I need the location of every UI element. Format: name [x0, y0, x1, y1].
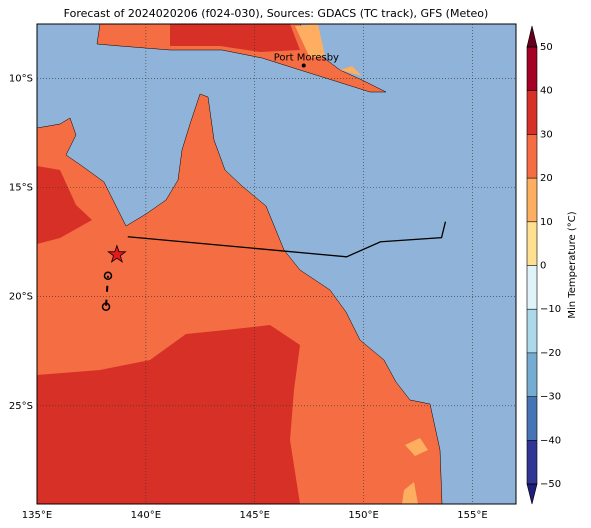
current-position [107, 244, 127, 263]
map-frame [36, 23, 517, 505]
colorbar-tick-label: 40 [540, 86, 553, 97]
land-warm [37, 325, 300, 504]
land-warm [37, 166, 92, 244]
x-tick-label: 155°E [457, 510, 487, 521]
x-tick-label: 145°E [240, 510, 270, 521]
colorbar-band [527, 178, 537, 223]
colorbar-tick-label: 30 [540, 129, 553, 140]
colorbar-band [527, 221, 537, 266]
past-position [103, 271, 113, 281]
x-tick-label: 150°E [348, 510, 378, 521]
y-tick-label: 10°S [9, 74, 33, 85]
colorbar-band [527, 90, 537, 135]
past-track [105, 275, 109, 307]
place-marker [301, 63, 306, 68]
colorbar-over [526, 25, 538, 48]
graticule [37, 24, 516, 504]
colorbar-band [527, 47, 537, 91]
land-warm [170, 24, 300, 52]
colorbar-tick-label: 50 [540, 42, 553, 53]
colorbar-tick-label: −20 [540, 348, 561, 359]
x-tick-label: 135°E [22, 510, 52, 521]
colorbar-band [527, 352, 537, 397]
colorbar-band [527, 134, 537, 179]
land-mild [402, 438, 428, 504]
colorbar-band [527, 396, 537, 441]
chart-title: Forecast of 2024020206 (f024-030), Sourc… [64, 7, 489, 20]
colorbar-tick-label: −50 [540, 479, 561, 490]
axis-ticks: 135°E 140°E 145°E 150°E 155°E 10°S 15°S 20°S 25°… [9, 74, 488, 521]
track-overlay: Port Moresby [101, 52, 447, 312]
y-tick-label: 15°S [9, 183, 33, 194]
colorbar-band [527, 440, 537, 485]
colorbar: −50 −40 −30 −20 −10 0 10 20 30 40 50 [526, 25, 561, 505]
colorbar-under [526, 483, 538, 505]
map-area: Port Moresby [37, 24, 516, 504]
colorbar-tick-label: 10 [540, 217, 553, 228]
colorbar-tick-label: −30 [540, 392, 561, 403]
x-tick-label: 140°E [131, 510, 161, 521]
place-label: Port Moresby [274, 52, 339, 63]
colorbar-label: Min Temperature (°C) [567, 211, 578, 318]
land-mild [295, 24, 362, 76]
colorbar-tick-label: 20 [540, 173, 553, 184]
colorbar-band [527, 265, 537, 310]
colorbar-tick-label: −40 [540, 435, 561, 446]
past-position [101, 302, 111, 312]
y-tick-label: 20°S [9, 292, 33, 303]
y-tick-label: 25°S [9, 401, 33, 412]
track-line [127, 221, 447, 258]
colorbar-band [527, 309, 537, 354]
colorbar-tick-label: −10 [540, 304, 561, 315]
colorbar-tick-label: 0 [540, 261, 546, 272]
